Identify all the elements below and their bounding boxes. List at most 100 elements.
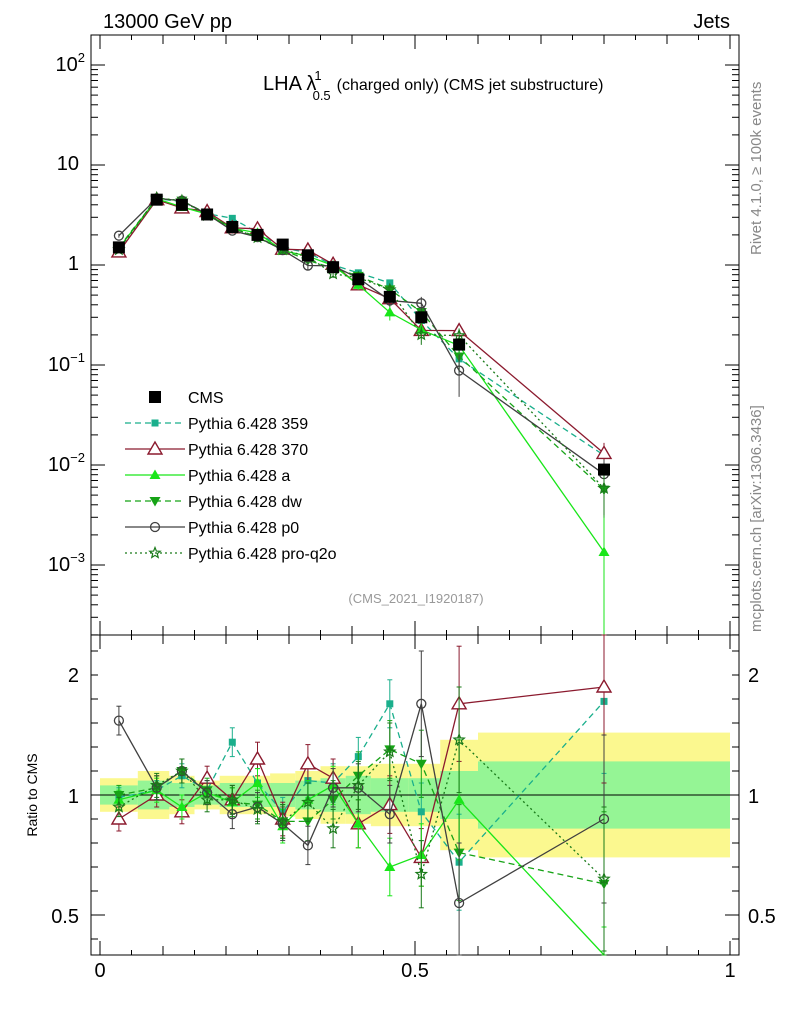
y-tick-label-1e-2: 10−2 bbox=[48, 450, 85, 476]
legend-marker-pythia-6-428-359 bbox=[151, 419, 159, 427]
ratio-tick-label-0-5-right: 0.5 bbox=[748, 906, 776, 928]
ratio-y-tick-labels: 0.5 1 2 0.5 1 2 bbox=[51, 665, 776, 928]
main-point-pythia-6-428-p0 bbox=[113, 230, 125, 241]
data-point-cms bbox=[150, 193, 163, 206]
legend-label-pythia-6-428-359: Pythia 6.428 359 bbox=[188, 416, 308, 433]
ratio-line-pythia-6-428-pro-q2o bbox=[118, 738, 605, 880]
x-tick-label-0-5: 0.5 bbox=[401, 960, 429, 982]
ratio-point-pythia-6-428-pro-q2o bbox=[200, 792, 214, 806]
ratio-line-pythia-6-428-a bbox=[118, 782, 605, 956]
ratio-point-pythia-6-428-pro-q2o bbox=[250, 802, 265, 816]
ratio-tick-label-2-right: 2 bbox=[748, 665, 759, 687]
header-energy-label: 13000 GeV pp bbox=[103, 11, 232, 33]
data-point-cms bbox=[352, 273, 365, 286]
main-point-pythia-6-428-pro-q2o bbox=[414, 327, 429, 341]
main-plot-series bbox=[110, 190, 613, 635]
legend-label-pythia-6-428-dw: Pythia 6.428 dw bbox=[188, 494, 302, 511]
plot-title-rest: (charged only) (CMS jet substructure) bbox=[337, 77, 604, 94]
ratio-tick-label-0-5: 0.5 bbox=[51, 906, 79, 928]
x-tick-label-1: 1 bbox=[724, 960, 735, 982]
ratio-point-pythia-6-428-p0 bbox=[302, 840, 314, 851]
main-point-pythia-6-428-370 bbox=[595, 445, 613, 460]
ratio-line-pythia-6-428-370 bbox=[118, 686, 605, 860]
ratio-point-pythia-6-428-pro-q2o bbox=[112, 799, 126, 813]
data-point-cms bbox=[112, 241, 125, 254]
ratio-point-pythia-6-428-a bbox=[252, 777, 263, 787]
data-point-cms bbox=[415, 311, 428, 324]
ratio-point-pythia-6-428-359 bbox=[228, 738, 236, 746]
data-point-cms bbox=[327, 261, 340, 274]
data-point-cms bbox=[453, 338, 466, 351]
ratio-point-pythia-6-428-p0 bbox=[327, 782, 339, 793]
ratio-point-pythia-6-428-370 bbox=[299, 755, 317, 770]
ratio-line-pythia-6-428-p0 bbox=[118, 703, 605, 905]
ratio-point-pythia-6-428-pro-q2o bbox=[414, 867, 429, 880]
ratio-line-pythia-6-428-359 bbox=[118, 700, 605, 864]
ratio-point-pythia-6-428-p0 bbox=[453, 897, 465, 909]
y-tick-label-1e2: 102 bbox=[56, 50, 85, 76]
ratio-point-pythia-6-428-370 bbox=[595, 678, 613, 693]
data-point-cms bbox=[276, 238, 289, 251]
plot-title-sub: 0.5 bbox=[313, 88, 331, 103]
ratio-point-pythia-6-428-p0 bbox=[416, 698, 427, 709]
legend-label-pythia-6-428-a: Pythia 6.428 a bbox=[188, 468, 290, 485]
ratio-point-pythia-6-428-dw bbox=[113, 791, 125, 801]
y-tick-label-10: 10 bbox=[57, 153, 79, 175]
data-point-cms bbox=[226, 220, 239, 233]
header-jets-label: Jets bbox=[693, 11, 730, 33]
ratio-point-pythia-6-428-a bbox=[352, 818, 364, 828]
ratio-point-pythia-6-428-p0 bbox=[384, 809, 395, 820]
legend-marker-pythia-6-428-dw bbox=[149, 497, 161, 507]
mcplots-credit-label: mcplots.cern.ch [arXiv:1306.3436] bbox=[748, 405, 765, 632]
ratio-point-pythia-6-428-pro-q2o bbox=[149, 778, 164, 792]
ratio-point-pythia-6-428-pro-q2o bbox=[275, 814, 290, 828]
main-point-pythia-6-428-pro-q2o bbox=[452, 328, 466, 342]
ratio-point-pythia-6-428-359 bbox=[417, 808, 425, 816]
plot-title-sup: 1 bbox=[314, 68, 321, 83]
analysis-id-label: (CMS_2021_I1920187) bbox=[348, 591, 483, 606]
plot-title-main: LHA λ bbox=[263, 73, 316, 95]
y-tick-label-1e-1: 10−1 bbox=[48, 350, 85, 376]
ratio-point-pythia-6-428-370 bbox=[249, 750, 266, 765]
legend-label-pythia-6-428-370: Pythia 6.428 370 bbox=[188, 442, 308, 459]
data-point-cms bbox=[383, 290, 396, 303]
legend-marker-pythia-6-428-pro-q2o bbox=[148, 545, 162, 559]
ratio-point-pythia-6-428-370 bbox=[110, 810, 128, 825]
ratio-uncertainty-bands bbox=[91, 732, 739, 858]
main-point-pythia-6-428-pro-q2o bbox=[597, 481, 611, 494]
legend-marker-pythia-6-428-p0 bbox=[149, 521, 161, 533]
legend-marker-pythia-6-428-370 bbox=[146, 440, 164, 455]
ratio-point-pythia-6-428-dw bbox=[302, 817, 314, 827]
legend: CMS Pythia 6.428 359 Pythia 6.428 370 Pythi… bbox=[125, 390, 337, 563]
x-tick-labels: 0 0.5 1 bbox=[94, 960, 735, 982]
ratio-point-pythia-6-428-p0 bbox=[113, 715, 125, 726]
ratio-point-pythia-6-428-pro-q2o bbox=[301, 795, 315, 808]
ratio-point-pythia-6-428-a bbox=[176, 801, 188, 811]
main-point-pythia-6-428-p0 bbox=[416, 298, 427, 309]
data-point-cms bbox=[598, 463, 610, 476]
y-tick-label-1: 1 bbox=[68, 253, 79, 275]
ratio-point-pythia-6-428-pro-q2o bbox=[175, 763, 189, 777]
ratio-point-pythia-6-428-pro-q2o bbox=[597, 871, 611, 885]
legend-marker-pythia-6-428-a bbox=[149, 469, 161, 479]
legend-label-cms: CMS bbox=[188, 390, 224, 407]
data-point-cms bbox=[175, 198, 188, 211]
data-point-cms bbox=[251, 228, 264, 241]
main-y-tick-labels: 10−3 10−2 10−1 1 10 102 bbox=[48, 50, 85, 576]
ratio-point-pythia-6-428-pro-q2o bbox=[225, 792, 240, 806]
ratio-point-pythia-6-428-pro-q2o bbox=[383, 744, 397, 758]
legend-label-pythia-6-428-p0: Pythia 6.428 p0 bbox=[188, 520, 299, 537]
ratio-plot-series bbox=[110, 634, 613, 956]
ratio-point-pythia-6-428-pro-q2o bbox=[351, 778, 366, 792]
ratio-point-pythia-6-428-dw bbox=[415, 759, 427, 770]
plot-title: LHA λ1 0.5 (charged only) (CMS jet substru… bbox=[263, 68, 603, 103]
ratio-point-pythia-6-428-a bbox=[453, 794, 465, 804]
axis-ticks bbox=[91, 35, 739, 955]
data-point-cms bbox=[201, 208, 214, 221]
ratio-tick-label-2: 2 bbox=[68, 665, 79, 687]
rivet-version-label: Rivet 4.1.0, ≥ 100k events bbox=[748, 82, 765, 255]
ratio-point-pythia-6-428-pro-q2o bbox=[326, 821, 340, 835]
legend-marker-cms bbox=[149, 391, 161, 403]
ratio-tick-label-1: 1 bbox=[68, 786, 79, 808]
